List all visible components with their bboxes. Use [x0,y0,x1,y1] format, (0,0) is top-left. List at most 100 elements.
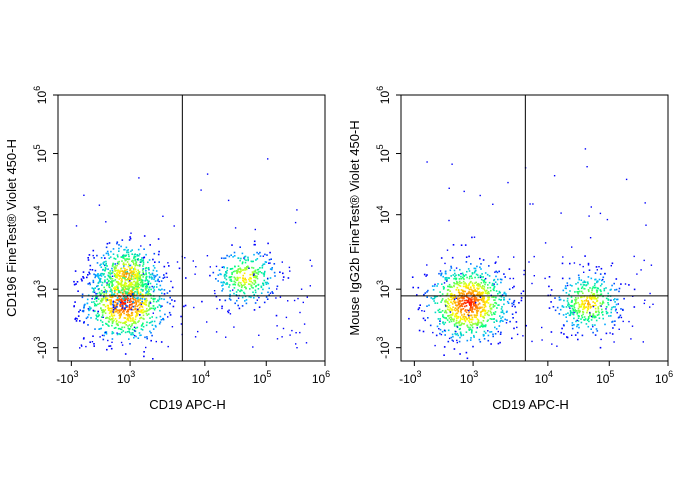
event-dot [77,290,79,292]
event-dot [496,283,499,286]
event-dot [95,317,97,320]
event-dot [461,308,463,311]
event-dot [123,265,125,267]
event-dot [134,316,137,318]
event-dot [102,297,105,300]
event-dot [483,304,486,306]
event-dot [128,258,131,260]
event-dot [454,272,456,275]
event-dot [142,259,144,262]
event-dot [106,284,108,287]
event-dot [455,278,457,281]
event-dot [505,322,508,324]
event-dot [484,292,487,294]
event-dot [570,296,573,298]
event-dot [559,308,562,311]
event-dot [120,278,123,280]
event-dot [99,278,101,281]
event-dot [166,301,169,304]
event-dot [159,305,162,307]
event-dot [122,288,124,291]
event-dot [247,256,249,259]
event-dot [459,319,461,322]
event-dot [232,283,234,286]
event-dot [140,303,142,306]
event-dot [109,310,111,312]
event-dot [583,271,585,273]
event-dot [513,285,515,288]
event-dot [496,271,499,274]
event-dot [564,287,567,289]
x-tick-label: 105 [596,369,614,386]
y-tick-label: -103 [375,337,392,359]
event-dot [154,324,157,327]
event-dot [262,273,265,275]
event-dot [125,282,128,285]
event-dot [460,292,463,294]
event-dot [445,305,447,307]
y-tick-label: 104 [32,206,49,224]
event-dot [127,249,129,251]
event-dot [121,308,123,310]
event-dot [453,285,455,288]
event-dot [443,329,446,331]
event-dot [135,261,138,263]
event-dot [602,278,604,281]
event-dot [585,299,588,301]
event-dot [599,284,602,287]
event-dot [479,326,481,328]
event-dot [129,331,131,334]
event-dot [249,277,252,279]
event-dot [581,334,584,337]
event-dot [135,302,138,304]
event-dot [142,276,144,278]
event-dot [234,281,237,284]
event-dot [462,323,465,325]
event-dot [155,286,158,288]
event-dot [123,295,125,298]
event-dot [137,259,140,261]
event-dot [494,299,496,301]
event-dot [98,314,100,316]
event-dot [463,317,465,320]
event-dot [148,303,150,305]
event-dot [618,287,621,290]
event-dot [448,283,451,286]
event-dot [599,304,602,307]
event-dot [129,308,131,310]
event-dot [444,309,447,312]
event-dot [610,299,612,301]
event-dot [459,282,461,284]
event-dot [127,289,130,291]
event-dot [439,318,441,320]
event-dot [111,285,113,288]
event-dot [425,275,427,277]
event-dot [127,297,130,300]
event-dot [113,314,116,317]
event-dot [459,316,462,318]
event-dot [513,299,516,302]
event-dot [102,324,104,326]
event-dot [463,318,465,321]
event-dot [192,260,194,262]
event-dot [452,300,455,303]
event-dot [124,288,127,290]
event-dot [123,276,126,279]
event-dot [493,305,496,307]
event-dot [92,279,95,282]
event-dot [166,276,168,278]
event-dot [104,309,107,311]
event-dot [476,274,479,276]
event-dot [594,296,596,298]
event-dot [248,280,251,282]
event-dot [486,289,488,292]
event-dot [282,276,285,278]
event-dot [473,287,475,289]
event-dot [590,306,592,308]
event-dot [236,279,239,281]
event-dot [456,341,458,344]
event-dot [470,321,473,323]
event-dot [156,306,159,308]
event-dot [468,277,471,280]
event-dot [453,325,456,327]
